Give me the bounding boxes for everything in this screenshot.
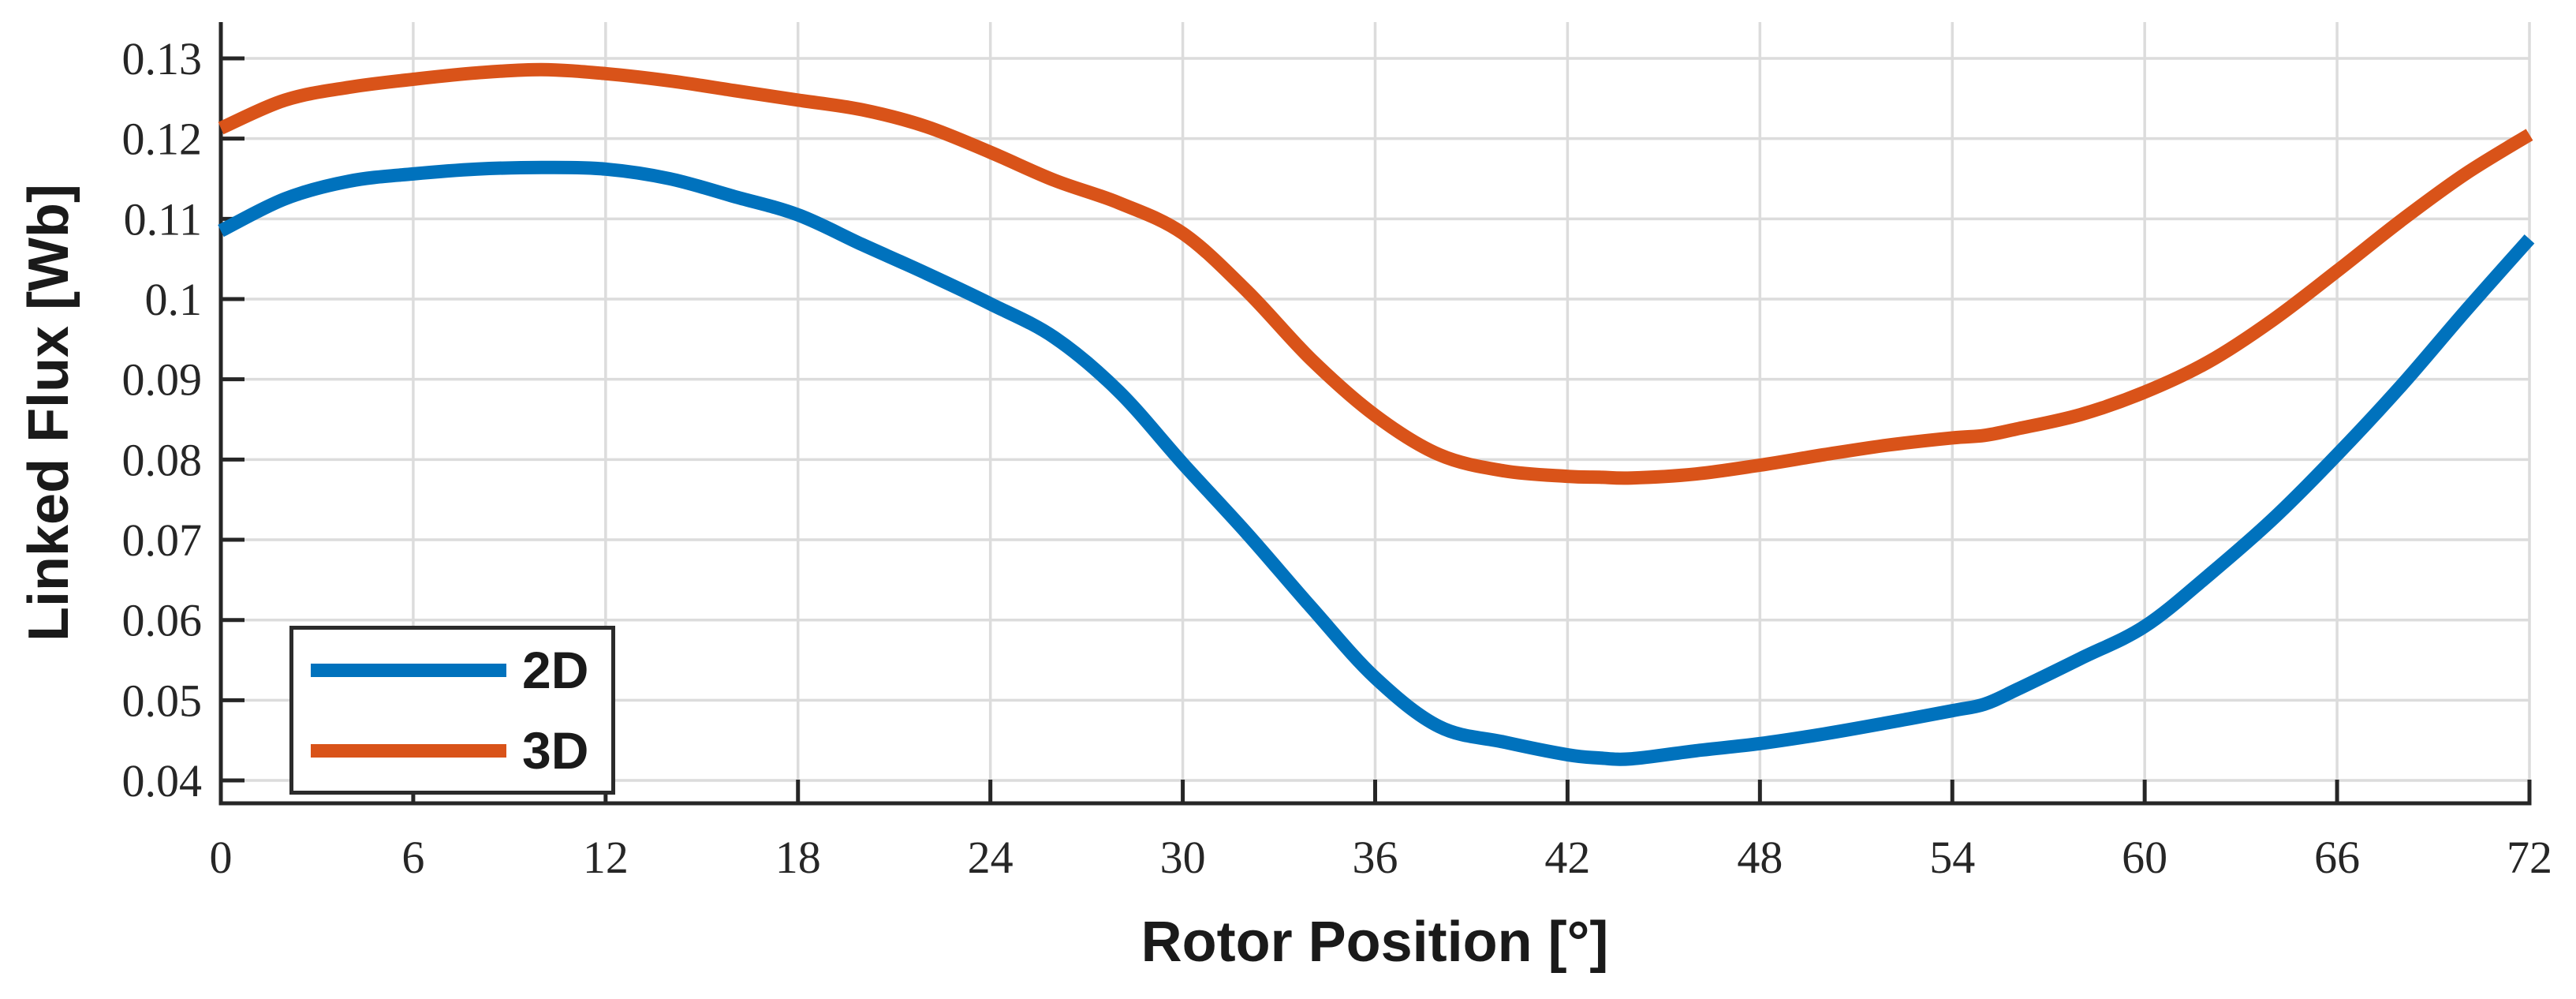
x-tick-label: 0 [210,832,233,883]
x-tick-label: 48 [1737,832,1783,883]
x-tick-label: 6 [401,832,424,883]
y-tick-label: 0.05 [122,675,203,726]
x-tick-label: 42 [1544,832,1590,883]
y-tick-label: 0.07 [122,514,203,566]
y-tick-label: 0.12 [122,114,203,165]
x-tick-label: 66 [2314,832,2360,883]
x-tick-label: 30 [1160,832,1206,883]
y-tick-label: 0.08 [122,434,203,485]
legend-item-3d[interactable]: 3D [293,710,611,791]
legend-label-2d: 2D [522,641,589,699]
legend-label-3d: 3D [522,721,589,780]
y-tick-label: 0.13 [122,33,203,84]
x-tick-label: 60 [2122,832,2167,883]
y-axis-label: Linked Flux [Wb] [17,184,80,642]
x-axis-label: Rotor Position [°] [1141,911,1609,974]
x-tick-label: 72 [2507,832,2552,883]
series-3d-line [218,62,2533,485]
x-tick-label: 54 [1929,832,1975,883]
legend: 2D 3D [289,626,615,795]
y-tick-label: 0.06 [122,595,203,646]
legend-item-2d[interactable]: 2D [293,630,611,710]
legend-line-3d-swatch [311,743,506,758]
series-2d-line [218,160,2535,766]
x-tick-label: 12 [583,832,629,883]
y-tick-label: 0.09 [122,354,203,406]
x-tick-label: 36 [1353,832,1398,883]
x-tick-label: 24 [968,832,1014,883]
y-tick-label: 0.11 [124,193,202,245]
y-tick-label: 0.04 [122,755,203,806]
x-tick-label: 18 [775,832,821,883]
legend-line-2d-swatch [311,663,506,677]
y-tick-label: 0.1 [145,274,203,325]
